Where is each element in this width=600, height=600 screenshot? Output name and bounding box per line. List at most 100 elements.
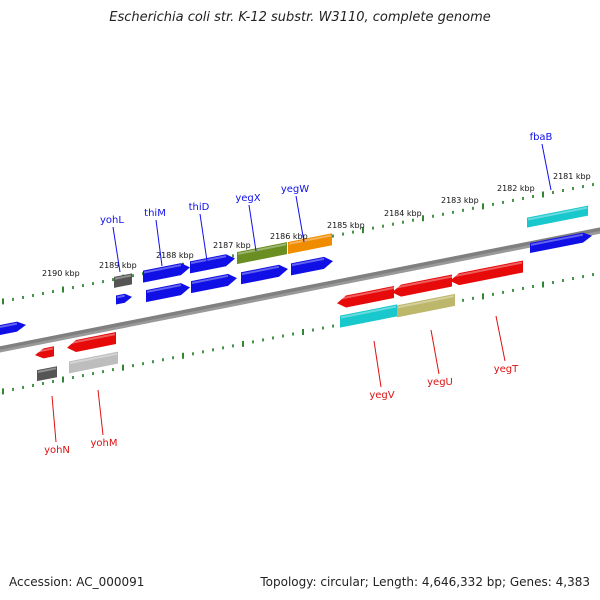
gene-body — [337, 285, 394, 308]
backbone-line — [0, 227, 600, 350]
leader-line — [112, 226, 121, 273]
gene-label-yohN: yohN — [44, 445, 70, 456]
gene-body — [237, 242, 287, 265]
gene-arrow — [291, 256, 333, 276]
gene-body — [35, 346, 54, 359]
gene-body — [0, 321, 26, 336]
gene-highlight — [393, 275, 451, 290]
gene-body — [143, 263, 190, 283]
gene-body — [392, 274, 452, 297]
gene-body — [527, 205, 588, 228]
gene-label-yegT: yegT — [494, 364, 519, 375]
gene-body — [190, 254, 235, 274]
gene-body — [450, 260, 523, 286]
gene-arrow — [143, 263, 190, 283]
leader-line — [295, 195, 305, 243]
scale-label: 2186 kbp — [270, 232, 308, 241]
leader-line — [541, 143, 552, 191]
gene-body — [241, 264, 288, 285]
gene-body — [37, 366, 57, 382]
gene-highlight — [292, 257, 324, 267]
gene-label-thiM: thiM — [144, 208, 166, 219]
gene-highlight — [341, 305, 396, 319]
gene-highlight — [70, 352, 117, 365]
gene-highlight — [36, 347, 53, 353]
gene-body — [69, 351, 118, 374]
gene-box — [237, 242, 287, 265]
gene-label-fbaB: fbaB — [530, 132, 553, 143]
gene-highlight — [192, 274, 228, 284]
gene-highlight — [144, 264, 181, 274]
accession-text: Accession: AC_000091 — [9, 575, 145, 589]
gene-label-thiD: thiD — [189, 202, 210, 213]
gene-label-yegU: yegU — [427, 377, 453, 388]
map-title: Escherichia coli str. K-12 substr. W3110… — [109, 10, 491, 25]
leader-line — [155, 219, 163, 267]
gene-arrow — [337, 285, 394, 308]
gene-label-yohL: yohL — [100, 215, 124, 226]
leader-line — [373, 340, 382, 388]
gene-highlight — [147, 284, 181, 293]
gene-highlight — [117, 294, 125, 299]
gene-box — [114, 273, 132, 288]
gene-box — [69, 351, 118, 374]
gene-highlight — [451, 261, 522, 278]
gene-highlight — [0, 322, 17, 329]
gene-highlight — [38, 367, 56, 373]
gene-arrow — [191, 273, 237, 294]
gene-arrow — [190, 254, 235, 274]
gene-highlight — [238, 243, 286, 255]
gene-body — [340, 304, 397, 328]
scale-label: 2183 kbp — [441, 196, 479, 205]
leader-line — [199, 213, 208, 262]
gene-body — [67, 332, 116, 352]
leader-line — [51, 395, 57, 443]
scale-label: 2181 kbp — [553, 172, 591, 181]
scale-label: 2189 kbp — [99, 261, 137, 270]
gene-label-yohM: yohM — [90, 438, 117, 449]
gene-arrow — [530, 232, 592, 254]
leader-line — [495, 315, 506, 362]
gene-label-yegX: yegX — [235, 193, 260, 204]
gene-body — [530, 232, 592, 254]
leader-line — [97, 389, 104, 436]
gene-box — [340, 304, 397, 328]
scale-label: 2185 kbp — [327, 221, 365, 230]
gene-box — [397, 293, 455, 318]
gene-highlight — [242, 265, 279, 276]
gene-highlight — [115, 274, 131, 280]
gene-arrow — [67, 332, 116, 352]
gene-arrow — [0, 321, 26, 336]
gene-highlight — [191, 255, 226, 265]
scale-label: 2187 kbp — [213, 241, 251, 250]
gene-arrow — [146, 283, 190, 303]
leader-line — [248, 204, 257, 252]
gene-body — [191, 273, 237, 294]
gene-highlight — [398, 295, 454, 309]
gene-body — [116, 293, 132, 305]
gene-body — [397, 293, 455, 318]
gene-arrow — [392, 274, 452, 297]
scale-label: 2190 kbp — [42, 269, 80, 278]
topology-text: Topology: circular; Length: 4,646,332 bp… — [260, 575, 590, 589]
gene-arrow — [241, 264, 288, 285]
gene-body — [114, 273, 132, 288]
gene-highlight — [68, 333, 115, 345]
scale-label: 2184 kbp — [384, 209, 422, 218]
gene-body — [146, 283, 190, 303]
gene-body — [291, 256, 333, 276]
scale-label: 2188 kbp — [156, 251, 194, 260]
gene-arrow — [116, 293, 132, 305]
gene-label-yegV: yegV — [369, 390, 394, 401]
gene-highlight — [338, 287, 393, 301]
gene-box — [288, 233, 332, 254]
leader-line — [430, 329, 440, 375]
gene-arrow — [450, 260, 523, 286]
scale-label: 2182 kbp — [497, 184, 535, 193]
gene-highlight — [289, 234, 331, 245]
gene-box — [527, 205, 588, 228]
gene-arrow — [35, 346, 54, 359]
gene-highlight — [528, 206, 587, 221]
gene-body — [288, 233, 332, 254]
